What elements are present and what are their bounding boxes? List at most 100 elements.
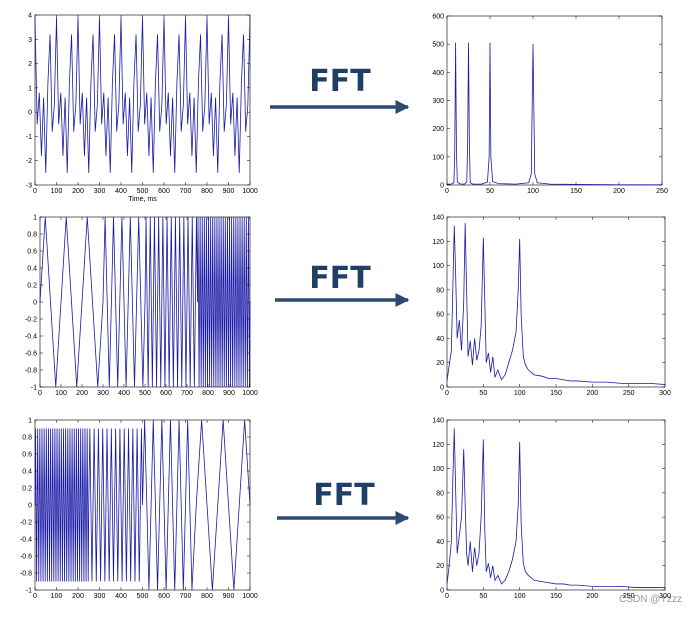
x-tick-label: 200 (72, 188, 84, 195)
signal-line (446, 42, 662, 186)
y-tick-label: 0.8 (22, 435, 32, 442)
arrow-1: FFT (270, 64, 410, 114)
y-tick-label: 0.8 (27, 232, 37, 239)
y-tick-label: 100 (432, 466, 444, 473)
y-tick-label: -0.4 (25, 334, 37, 341)
y-tick-label: 120 (432, 239, 444, 246)
x-tick-label: 200 (76, 390, 88, 397)
x-tick-label: 50 (479, 593, 487, 600)
y-tick-label: 120 (432, 442, 444, 449)
plot-area (446, 216, 666, 388)
x-tick-label: 900 (223, 188, 235, 195)
x-tick-label: 100 (514, 593, 526, 600)
y-tick-label: 0.4 (22, 469, 32, 476)
y-tick-label: 200 (432, 126, 444, 133)
y-tick-label: 20 (436, 563, 444, 570)
x-tick-label: 0 (38, 390, 42, 397)
x-tick-label: 200 (586, 390, 598, 397)
x-tick-label: 0 (445, 188, 449, 195)
x-tick-label: 300 (97, 390, 109, 397)
y-tick-label: 0 (28, 503, 32, 510)
y-tick-label: 140 (432, 418, 444, 425)
x-tick-label: 100 (51, 593, 63, 600)
x-tick-label: 1000 (242, 390, 258, 397)
y-tick-label: 0.2 (22, 486, 32, 493)
x-tick-label: 200 (586, 593, 598, 600)
y-tick-label: -0.8 (25, 368, 37, 375)
x-tick-label: 500 (137, 188, 149, 195)
y-tick-label: 1 (28, 85, 32, 92)
y-tick-label: 0 (33, 300, 37, 307)
watermark: CSDN @Yzzz (619, 594, 682, 605)
y-tick-label: 300 (432, 98, 444, 105)
x-tick-label: 700 (180, 593, 192, 600)
y-tick-label: 60 (436, 515, 444, 522)
x-tick-label: 0 (33, 593, 37, 600)
y-tick-label: 60 (436, 312, 444, 319)
y-tick-label: 1 (28, 418, 32, 425)
y-tick-label: -3 (26, 183, 32, 190)
x-axis-label: Time, ms (128, 196, 157, 203)
x-tick-label: 500 (139, 390, 151, 397)
x-tick-label: 1000 (242, 593, 258, 600)
arrow-3: FFT (277, 478, 410, 525)
x-tick-label: 300 (659, 390, 671, 397)
arrow-label: FFT (313, 478, 375, 513)
x-tick-label: 100 (51, 188, 63, 195)
y-tick-label: 100 (432, 154, 444, 161)
y-tick-label: 2 (28, 61, 32, 68)
x-tick-label: 50 (479, 390, 487, 397)
y-tick-label: 500 (432, 42, 444, 49)
signal-line (446, 223, 666, 385)
x-tick-label: 800 (201, 188, 213, 195)
x-tick-label: 150 (570, 188, 582, 195)
x-tick-label: 100 (527, 188, 539, 195)
y-tick-label: 0 (440, 183, 444, 190)
x-tick-label: 600 (158, 188, 170, 195)
y-tick-label: 600 (432, 14, 444, 21)
y-tick-label: -0.4 (20, 537, 32, 544)
x-tick-label: 400 (118, 390, 130, 397)
signal-line (34, 419, 251, 591)
y-tick-label: 80 (436, 287, 444, 294)
y-tick-label: 0 (440, 385, 444, 392)
y-tick-label: -1 (31, 385, 37, 392)
x-tick-label: 0 (33, 188, 37, 195)
y-tick-label: 1 (33, 215, 37, 222)
x-tick-label: 50 (486, 188, 494, 195)
y-tick-label: -2 (26, 158, 32, 165)
arrow-label: FFT (309, 64, 371, 99)
x-tick-label: 300 (659, 593, 671, 600)
x-tick-label: 1000 (242, 188, 258, 195)
x-tick-label: 100 (514, 390, 526, 397)
y-tick-label: 4 (28, 13, 32, 20)
y-tick-label: 400 (432, 70, 444, 77)
x-tick-label: 700 (181, 390, 193, 397)
x-tick-label: 200 (613, 188, 625, 195)
x-tick-label: 150 (550, 593, 562, 600)
plot-area (446, 419, 666, 591)
y-tick-label: 40 (436, 539, 444, 546)
x-tick-label: 0 (445, 390, 449, 397)
y-tick-label: -0.8 (20, 571, 32, 578)
x-tick-label: 300 (94, 188, 106, 195)
y-tick-label: 0.2 (27, 283, 37, 290)
x-tick-label: 400 (115, 593, 127, 600)
x-tick-label: 900 (223, 390, 235, 397)
y-tick-label: 40 (436, 336, 444, 343)
signal-line (446, 428, 665, 588)
x-tick-label: 800 (201, 593, 213, 600)
x-tick-label: 900 (223, 593, 235, 600)
y-tick-label: 0.6 (22, 452, 32, 459)
x-tick-label: 200 (72, 593, 84, 600)
x-tick-label: 250 (656, 188, 668, 195)
x-tick-label: 600 (158, 593, 170, 600)
x-tick-label: 150 (550, 390, 562, 397)
x-tick-label: 500 (137, 593, 149, 600)
x-tick-label: 250 (623, 593, 635, 600)
x-tick-label: 100 (55, 390, 67, 397)
y-tick-label: -1 (26, 588, 32, 595)
y-tick-label: 3 (28, 37, 32, 44)
y-tick-label: -0.6 (25, 351, 37, 358)
